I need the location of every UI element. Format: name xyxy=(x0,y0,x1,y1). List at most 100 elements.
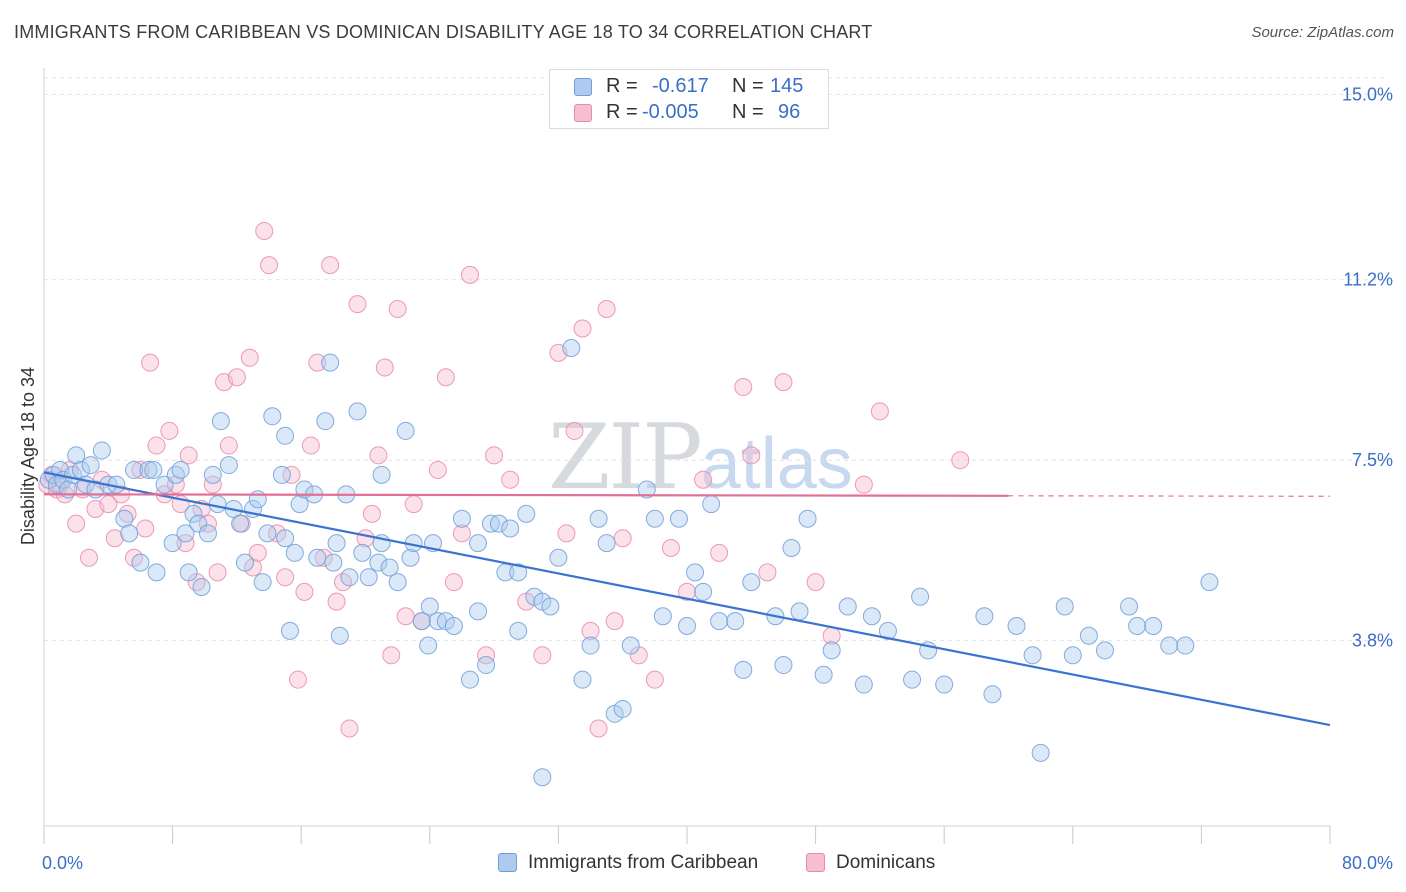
dominican-point xyxy=(314,548,333,567)
caribbean-point xyxy=(621,636,640,655)
dominican-point xyxy=(734,378,753,397)
caribbean-point xyxy=(460,670,479,689)
caribbean-point xyxy=(710,612,729,631)
caribbean-point xyxy=(1144,617,1163,636)
caribbean-point xyxy=(581,636,600,655)
caribbean-point xyxy=(541,597,560,616)
caribbean-point xyxy=(419,636,438,655)
caribbean-point xyxy=(166,465,185,484)
caribbean-point xyxy=(125,460,144,479)
caribbean-point xyxy=(369,553,388,572)
legend-n-label: N = xyxy=(732,101,764,123)
dominican-point xyxy=(288,670,307,689)
caribbean-point xyxy=(782,538,801,557)
dominican-point xyxy=(565,421,584,440)
dominican-point xyxy=(260,256,279,275)
dominican-point xyxy=(176,534,195,553)
dominican-point xyxy=(80,548,99,567)
dominican-point xyxy=(203,475,222,494)
caribbean-point xyxy=(144,460,163,479)
caribbean-point xyxy=(171,460,190,479)
caribbean-point xyxy=(653,607,672,626)
caribbean-point xyxy=(1079,626,1098,645)
caribbean-point xyxy=(517,504,536,523)
caribbean-point xyxy=(412,612,431,631)
dominican-point xyxy=(774,373,793,392)
legend-n-value: 96 xyxy=(778,101,801,123)
caribbean-point xyxy=(734,660,753,679)
caribbean-point xyxy=(452,509,471,528)
dominican-point xyxy=(362,504,381,523)
dominican-point xyxy=(240,348,259,367)
dominican-point xyxy=(388,299,407,318)
caribbean-point xyxy=(669,509,688,528)
dominican-point xyxy=(710,543,729,562)
dominican-point xyxy=(375,358,394,377)
caribbean-point xyxy=(1063,646,1082,665)
x-tick-label: 80.0% xyxy=(1342,853,1393,873)
series-legend: Immigrants from Caribbean Dominicans xyxy=(0,851,1406,879)
dominican-point xyxy=(557,524,576,543)
caribbean-point xyxy=(276,529,295,548)
caribbean-point xyxy=(189,514,208,533)
caribbean-point xyxy=(686,563,705,582)
caribbean-point xyxy=(911,587,930,606)
dominican-point xyxy=(227,368,246,387)
dominican-trendline xyxy=(43,493,1009,497)
caribbean-point xyxy=(131,553,150,572)
caribbean-point xyxy=(798,509,817,528)
legend-swatch-dominicans xyxy=(806,853,825,872)
caribbean-point xyxy=(597,534,616,553)
caribbean-point xyxy=(380,558,399,577)
caribbean-point xyxy=(92,441,111,460)
caribbean-point xyxy=(1055,597,1074,616)
caribbean-point xyxy=(253,573,272,592)
dominican-point xyxy=(255,221,274,240)
dominican-point xyxy=(589,719,608,738)
caribbean-point xyxy=(983,685,1002,704)
dominican-point xyxy=(605,612,624,631)
dominican-point xyxy=(404,495,423,514)
caribbean-point xyxy=(316,412,335,431)
caribbean-point xyxy=(477,656,496,675)
dominican-point xyxy=(758,563,777,582)
caribbean-point xyxy=(533,768,552,787)
caribbean-point xyxy=(327,534,346,553)
caribbean-point xyxy=(401,548,420,567)
dominican-point xyxy=(99,495,118,514)
legend-r-label: R = xyxy=(606,101,638,123)
dominican-point xyxy=(573,319,592,338)
caribbean-point xyxy=(1031,743,1050,762)
caribbean-point xyxy=(348,402,367,421)
dominican-point xyxy=(382,646,401,665)
legend-label-caribbean: Immigrants from Caribbean xyxy=(528,852,759,873)
dominican-point xyxy=(105,529,124,548)
y-tick-label: 7.5% xyxy=(1352,450,1393,470)
dominican-point xyxy=(208,563,227,582)
caribbean-point xyxy=(372,465,391,484)
legend-n-value: 145 xyxy=(770,75,804,97)
caribbean-point xyxy=(203,465,222,484)
caribbean-point xyxy=(903,670,922,689)
caribbean-point xyxy=(1128,617,1147,636)
y-tick-label: 15.0% xyxy=(1342,84,1393,104)
caribbean-point xyxy=(81,456,100,475)
legend-r-value: -0.005 xyxy=(642,101,699,123)
dominican-point xyxy=(428,460,447,479)
dominican-point xyxy=(160,421,179,440)
caribbean-point xyxy=(645,509,664,528)
dominican-point xyxy=(369,446,388,465)
dominican-point xyxy=(136,519,155,538)
caribbean-point xyxy=(822,641,841,660)
caribbean-point xyxy=(444,617,463,636)
legend-n-label: N = xyxy=(732,75,764,97)
caribbean-point xyxy=(694,582,713,601)
y-tick-label: 3.8% xyxy=(1352,631,1393,651)
caribbean-point xyxy=(184,504,203,523)
caribbean-point xyxy=(139,460,158,479)
caribbean-point xyxy=(469,534,488,553)
caribbean-point xyxy=(589,509,608,528)
dominican-point xyxy=(485,446,504,465)
y-tick-label: 11.2% xyxy=(1343,270,1393,290)
